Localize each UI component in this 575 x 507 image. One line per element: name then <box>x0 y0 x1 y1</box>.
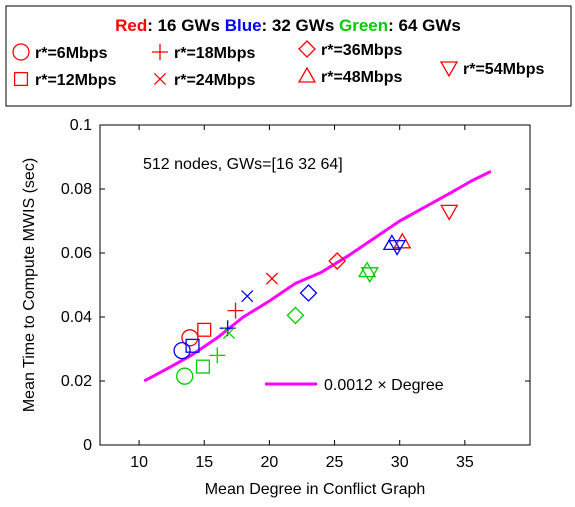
y-tick-label: 0.08 <box>61 181 92 198</box>
data-point-64gw-circle <box>176 367 194 385</box>
color-legend: Red: 16 GWs Blue: 32 GWs Green: 64 GWs <box>115 16 461 35</box>
data-point-32gw-triangle-up <box>382 234 401 251</box>
x-axis-label: Mean Degree in Conflict Graph <box>205 481 426 498</box>
data-point-64gw-square <box>195 359 210 374</box>
data-point-64gw-diamond <box>286 306 305 325</box>
legend-label-triangle-up: r*=48Mbps <box>321 69 402 86</box>
legend-box <box>5 5 572 107</box>
legend-marker-circle <box>12 43 30 61</box>
y-tick-label: 0.06 <box>61 245 92 262</box>
legend-label-circle: r*=6Mbps <box>35 45 108 62</box>
legend-green-label: Green <box>339 16 388 35</box>
scatter-points <box>173 204 459 385</box>
data-point-64gw-triangle-down <box>360 267 379 284</box>
fit-line-legend-label: 0.0012 × Degree <box>324 377 444 394</box>
fit-line <box>143 170 492 383</box>
axis-ticks: 10 15 20 25 30 35 0 0.02 0.04 0.06 0.08 0.1 <box>61 117 530 471</box>
data-point-16gw-square <box>197 322 212 337</box>
data-point-64gw-x <box>222 326 236 340</box>
data-point-16gw-x <box>265 272 279 285</box>
legend-label-square: r*=12Mbps <box>35 72 116 89</box>
data-point-16gw-plus <box>227 302 244 319</box>
data-point-32gw-circle <box>173 341 191 360</box>
x-tick-label: 35 <box>456 454 474 471</box>
x-tick-label: 30 <box>391 454 409 471</box>
y-tick-label: 0.04 <box>61 309 92 326</box>
x-tick-label: 10 <box>130 454 148 471</box>
y-tick-label: 0.1 <box>70 117 92 134</box>
y-axis-label: Mean Time to Compute MWIS (sec) <box>21 158 38 412</box>
legend-marker-diamond <box>298 40 316 58</box>
y-tick-label: 0.02 <box>61 373 92 390</box>
legend-red-text: : 16 GWs <box>147 16 224 35</box>
legend-marker-x <box>153 72 167 86</box>
legend-marker-square <box>13 71 29 87</box>
data-point-32gw-square <box>185 338 200 353</box>
data-point-32gw-x <box>241 290 254 303</box>
legend-label-plus: r*=18Mbps <box>174 45 255 62</box>
marker-legend: r*=6Mbps r*=18Mbps r*=36Mbps r*=12Mbps r*=24… <box>12 40 544 89</box>
x-tick-label: 15 <box>195 454 213 471</box>
legend-label-triangle-down: r*=54Mbps <box>463 61 544 78</box>
x-tick-label: 20 <box>260 454 278 471</box>
legend-red-label: Red <box>115 16 147 35</box>
legend-blue-text: : 32 GWs <box>262 16 339 35</box>
fit-line-group <box>143 170 492 383</box>
data-point-32gw-triangle-down <box>387 239 407 256</box>
legend-green-text: : 64 GWs <box>388 16 461 35</box>
legend-blue-label: Blue <box>225 16 262 35</box>
legend-label-diamond: r*=36Mbps <box>321 42 402 59</box>
legend-marker-triangle-down <box>439 61 459 78</box>
legend-label-x: r*=24Mbps <box>174 72 255 89</box>
plot-area <box>99 124 531 446</box>
data-point-32gw-diamond <box>299 284 318 302</box>
legend-marker-triangle-up <box>297 66 317 83</box>
x-tick-label: 25 <box>326 454 344 471</box>
data-point-16gw-diamond <box>328 252 347 270</box>
annotation: 512 nodes, GWs=[16 32 64] <box>143 156 343 173</box>
data-point-64gw-plus <box>209 347 226 364</box>
legend-marker-plus <box>152 44 168 60</box>
y-tick-label: 0 <box>83 437 92 454</box>
data-point-16gw-triangle-down <box>440 204 459 221</box>
data-point-16gw-circle <box>181 329 199 347</box>
